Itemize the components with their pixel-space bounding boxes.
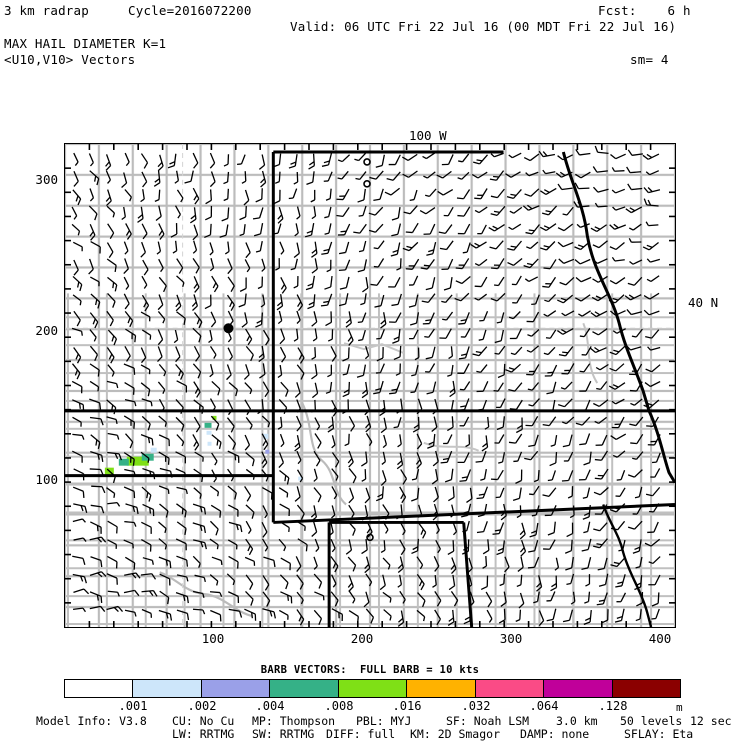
river-boundary [602,504,653,627]
station-marker-primary[interactable] [223,323,234,334]
colorbar[interactable] [64,679,681,698]
footer-levels: 50 levels [620,714,683,728]
colorbar-tick-002: .002 [187,699,217,713]
footer-mp-scheme: MP: Thompson [252,714,336,728]
footer-sflay-scheme: SFLAY: Eta [624,727,694,741]
colorbar-segment-periwinkle[interactable] [200,680,270,697]
footer-km-scheme: KM: 2D Smagor [410,727,501,741]
valid-time-label: Valid: 06 UTC Fri 22 Jul 16 (00 MDT Fri … [290,19,677,34]
footer-sf-scheme: SF: Noah LSM [446,714,530,728]
latitude-label-40n: 40 N [688,295,719,310]
footer-timestep: 12 sec [690,714,732,728]
colorbar-segment-white[interactable] [65,680,133,697]
station-marker-north-b[interactable] [363,180,371,188]
model-name-label: 3 km radrap [4,3,89,18]
y-axis-tick-200: 200 [35,323,58,338]
x-axis-tick-400: 400 [648,631,672,646]
colorbar-segment-magenta[interactable] [543,680,612,697]
smoothing-label: sm= 4 [630,52,669,67]
colorbar-segment-pale-blue[interactable] [132,680,201,697]
page-title: MAX HAIL DIAMETER K=1 [4,36,167,51]
axis-ticks [65,144,675,627]
colorbar-segment-pink[interactable] [474,680,544,697]
y-axis-tick-100: 100 [35,472,58,487]
station-marker-north-a[interactable] [363,158,371,166]
colorbar-tick-008: .008 [324,699,354,713]
footer-cu-scheme: CU: No Cu [172,714,235,728]
colorbar-unit-label: m [676,701,683,714]
colorbar-tick-032: .032 [461,699,491,713]
x-axis-tick-300: 300 [499,631,523,646]
colorbar-title: BARB VECTORS: FULL BARB = 10 kts [260,664,480,676]
footer-damp-scheme: DAMP: none [520,727,590,741]
longitude-label-100w: 100 W [409,128,447,143]
colorbar-tick-016: .016 [392,699,422,713]
state-boundaries [65,150,675,627]
x-axis-tick-100: 100 [201,631,225,646]
footer-lw-scheme: LW: RRTMG [172,727,235,741]
colorbar-segment-dark-red[interactable] [611,680,680,697]
colorbar-tick-128: .128 [598,699,628,713]
colorbar-tick-004: .004 [255,699,285,713]
footer-model-info: Model Info: V3.8 [36,714,147,728]
colorbar-segment-orange[interactable] [406,680,475,697]
cycle-label: Cycle=2016072200 [128,3,252,18]
colorbar-tick-064: .064 [529,699,559,713]
colorbar-segment-green[interactable] [337,680,407,697]
forecast-hour-label: Fcst: 6 h [598,3,691,18]
vector-field-label: <U10,V10> Vectors [4,52,136,67]
colorbar-tick-001: .001 [118,699,148,713]
map-canvas[interactable] [65,144,675,627]
footer-pbl-scheme: PBL: MYJ [356,714,412,728]
footer-sw-scheme: SW: RRTMG [252,727,315,741]
map-plot-area[interactable] [64,143,676,628]
footer-grid-spacing: 3.0 km [556,714,598,728]
x-axis-tick-200: 200 [350,631,374,646]
colorbar-segment-teal-green[interactable] [269,680,338,697]
footer-diff-scheme: DIFF: full [326,727,396,741]
y-axis-tick-300: 300 [35,172,58,187]
